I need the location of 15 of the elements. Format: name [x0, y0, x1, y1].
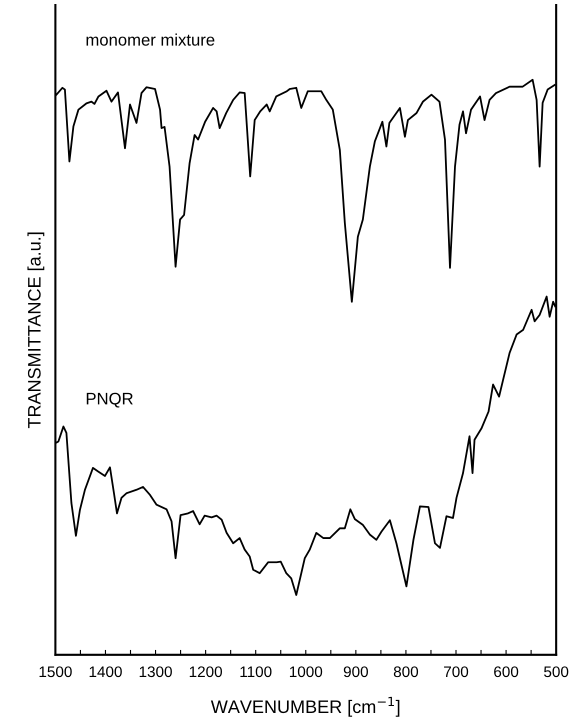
- text: monomer mixture: [86, 33, 214, 46]
- x-tick-label: 1200: [190, 666, 222, 678]
- x-tick-label: 800: [394, 666, 418, 678]
- x-tick-label: 1100: [240, 666, 272, 678]
- x-tick-label: 700: [444, 666, 468, 678]
- x-tick-label: 900: [344, 666, 368, 678]
- x-tick-label: 500: [544, 666, 568, 678]
- series-label: PNQR: [86, 392, 133, 408]
- y-axis-title: TRANSMITTANCE [a.u.]: [27, 232, 44, 428]
- x-tick-label: 1000: [290, 666, 322, 678]
- x-tick-label: 1400: [90, 666, 122, 678]
- x-tick-label: 1500: [40, 666, 72, 678]
- x-tick-label: 600: [494, 666, 518, 678]
- x-axis-title: WAVENUMBER [cm$^{−1}$]: [210, 696, 400, 717]
- x-tick-label: 1300: [140, 666, 172, 678]
